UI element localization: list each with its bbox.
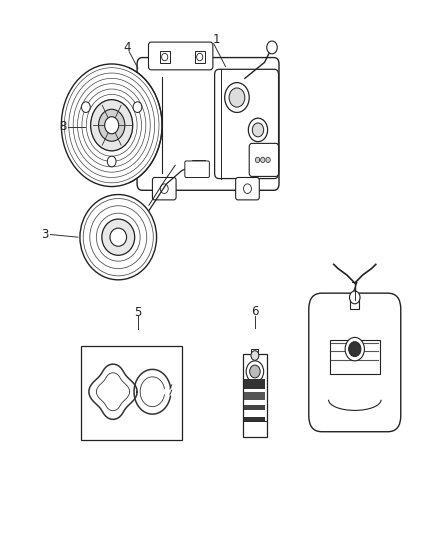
Circle shape <box>255 157 260 163</box>
Bar <box>330 340 380 374</box>
Bar <box>243 354 267 437</box>
Circle shape <box>197 53 203 61</box>
Circle shape <box>246 361 264 382</box>
Circle shape <box>261 157 265 163</box>
Text: 3: 3 <box>42 228 49 241</box>
Text: 1: 1 <box>213 33 221 46</box>
Circle shape <box>160 184 168 193</box>
Circle shape <box>81 102 90 112</box>
FancyBboxPatch shape <box>236 177 259 200</box>
Circle shape <box>225 83 249 112</box>
FancyBboxPatch shape <box>309 293 401 432</box>
Circle shape <box>267 41 277 54</box>
FancyBboxPatch shape <box>137 58 279 190</box>
Circle shape <box>61 64 162 187</box>
Bar <box>192 160 205 173</box>
Circle shape <box>99 109 125 141</box>
Circle shape <box>244 184 251 193</box>
Circle shape <box>345 337 364 361</box>
Bar <box>350 297 359 309</box>
FancyBboxPatch shape <box>148 42 213 70</box>
Text: 5: 5 <box>134 306 141 319</box>
Circle shape <box>251 351 259 360</box>
Ellipse shape <box>80 195 157 280</box>
Ellipse shape <box>102 219 135 255</box>
Circle shape <box>162 53 168 61</box>
Bar <box>195 51 205 63</box>
Circle shape <box>229 88 245 107</box>
Bar <box>244 405 265 410</box>
Circle shape <box>91 100 133 151</box>
Text: 6: 6 <box>251 305 259 318</box>
Circle shape <box>105 117 119 134</box>
FancyBboxPatch shape <box>185 161 209 177</box>
Circle shape <box>266 157 270 163</box>
Bar <box>244 392 265 400</box>
Bar <box>160 51 170 63</box>
Circle shape <box>349 342 361 357</box>
Circle shape <box>248 118 268 142</box>
Bar <box>251 349 258 357</box>
Bar <box>81 346 182 440</box>
Circle shape <box>133 102 142 112</box>
Text: 7: 7 <box>351 281 359 294</box>
FancyBboxPatch shape <box>152 177 176 200</box>
Circle shape <box>252 123 264 137</box>
Circle shape <box>350 291 360 304</box>
FancyBboxPatch shape <box>249 143 279 176</box>
Ellipse shape <box>110 228 127 246</box>
Bar <box>244 417 265 421</box>
Circle shape <box>250 365 260 378</box>
Circle shape <box>107 156 116 167</box>
Text: 4: 4 <box>123 42 131 54</box>
Bar <box>244 379 265 389</box>
Text: 8: 8 <box>59 120 66 133</box>
FancyBboxPatch shape <box>215 69 279 179</box>
